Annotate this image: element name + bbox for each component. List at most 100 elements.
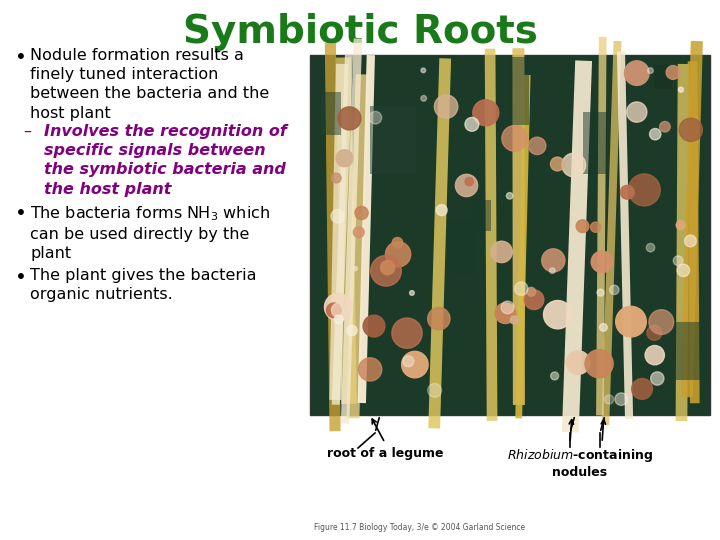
Circle shape bbox=[585, 350, 613, 378]
Circle shape bbox=[421, 96, 426, 101]
Text: –: – bbox=[23, 124, 31, 139]
Circle shape bbox=[325, 293, 352, 321]
Circle shape bbox=[660, 122, 670, 132]
Circle shape bbox=[436, 205, 447, 215]
Circle shape bbox=[326, 303, 341, 318]
Circle shape bbox=[402, 356, 414, 367]
Circle shape bbox=[410, 291, 414, 295]
Circle shape bbox=[434, 95, 458, 118]
Bar bbox=[310, 55, 710, 415]
Circle shape bbox=[651, 372, 664, 385]
Circle shape bbox=[465, 117, 479, 131]
Circle shape bbox=[626, 102, 647, 122]
Circle shape bbox=[380, 260, 395, 275]
Circle shape bbox=[402, 352, 428, 378]
Text: •: • bbox=[15, 48, 27, 67]
Circle shape bbox=[541, 249, 565, 272]
Circle shape bbox=[616, 306, 647, 337]
Text: root of a legume: root of a legume bbox=[327, 447, 444, 460]
Circle shape bbox=[524, 290, 544, 309]
Bar bbox=[449, 219, 474, 274]
Circle shape bbox=[610, 285, 619, 294]
Circle shape bbox=[544, 300, 572, 329]
Circle shape bbox=[371, 255, 401, 286]
Circle shape bbox=[591, 251, 613, 273]
Circle shape bbox=[621, 185, 634, 199]
Circle shape bbox=[354, 227, 364, 238]
Circle shape bbox=[649, 310, 674, 334]
Circle shape bbox=[421, 68, 426, 73]
Circle shape bbox=[338, 107, 361, 130]
Circle shape bbox=[354, 267, 357, 271]
Circle shape bbox=[359, 358, 382, 381]
Circle shape bbox=[676, 220, 685, 230]
Circle shape bbox=[528, 137, 546, 154]
Circle shape bbox=[355, 206, 368, 220]
Bar bbox=[472, 200, 492, 231]
Bar bbox=[321, 92, 341, 134]
Circle shape bbox=[647, 68, 653, 73]
Circle shape bbox=[527, 287, 536, 296]
Bar bbox=[654, 65, 672, 89]
Text: Figure 11.7 Biology Today, 3/e © 2004 Garland Science: Figure 11.7 Biology Today, 3/e © 2004 Ga… bbox=[315, 523, 526, 532]
Circle shape bbox=[510, 316, 518, 324]
Circle shape bbox=[428, 383, 441, 397]
Circle shape bbox=[473, 100, 499, 126]
Circle shape bbox=[567, 351, 590, 374]
Circle shape bbox=[506, 193, 513, 199]
Circle shape bbox=[597, 289, 604, 296]
Circle shape bbox=[331, 210, 345, 223]
Circle shape bbox=[576, 220, 589, 233]
Bar bbox=[370, 106, 415, 174]
Circle shape bbox=[551, 372, 559, 380]
Circle shape bbox=[649, 129, 661, 140]
Circle shape bbox=[495, 303, 516, 323]
Circle shape bbox=[549, 268, 555, 273]
Circle shape bbox=[336, 150, 353, 167]
Circle shape bbox=[678, 264, 690, 276]
Bar bbox=[583, 112, 607, 174]
Text: •: • bbox=[15, 268, 27, 287]
Circle shape bbox=[428, 308, 450, 330]
Circle shape bbox=[392, 318, 422, 348]
Circle shape bbox=[369, 111, 382, 124]
Circle shape bbox=[385, 242, 410, 267]
Circle shape bbox=[624, 61, 649, 85]
Circle shape bbox=[331, 173, 341, 183]
Circle shape bbox=[363, 315, 385, 337]
Circle shape bbox=[673, 256, 683, 266]
Text: Nodule formation results a
finely tuned interaction
between the bacteria and the: Nodule formation results a finely tuned … bbox=[30, 48, 269, 120]
Circle shape bbox=[502, 126, 528, 151]
Circle shape bbox=[551, 157, 564, 171]
Bar bbox=[675, 322, 707, 380]
Circle shape bbox=[600, 323, 607, 331]
Circle shape bbox=[562, 153, 585, 177]
Circle shape bbox=[615, 393, 628, 406]
Text: Symbiotic Roots: Symbiotic Roots bbox=[183, 13, 537, 51]
Circle shape bbox=[647, 325, 662, 340]
Circle shape bbox=[631, 379, 652, 399]
Circle shape bbox=[605, 395, 613, 404]
Text: The plant gives the bacteria
organic nutrients.: The plant gives the bacteria organic nut… bbox=[30, 268, 256, 302]
Circle shape bbox=[666, 65, 680, 79]
Circle shape bbox=[347, 325, 357, 336]
Circle shape bbox=[501, 301, 514, 314]
Text: The bacteria forms NH$_3$ which
can be used directly by the
plant: The bacteria forms NH$_3$ which can be u… bbox=[30, 204, 270, 261]
Text: •: • bbox=[15, 204, 27, 223]
Circle shape bbox=[515, 282, 528, 295]
Circle shape bbox=[334, 315, 343, 324]
Bar bbox=[510, 57, 529, 125]
Circle shape bbox=[455, 174, 477, 197]
Circle shape bbox=[465, 178, 473, 186]
Circle shape bbox=[685, 235, 696, 247]
Circle shape bbox=[629, 174, 660, 206]
Circle shape bbox=[491, 241, 513, 262]
Circle shape bbox=[678, 87, 683, 92]
Circle shape bbox=[645, 346, 665, 365]
Circle shape bbox=[679, 118, 703, 141]
Circle shape bbox=[392, 238, 402, 248]
Text: Involves the recognition of
specific signals between
the symbiotic bacteria and
: Involves the recognition of specific sig… bbox=[44, 124, 287, 197]
Circle shape bbox=[590, 222, 600, 232]
Circle shape bbox=[331, 303, 346, 318]
Circle shape bbox=[647, 244, 654, 252]
